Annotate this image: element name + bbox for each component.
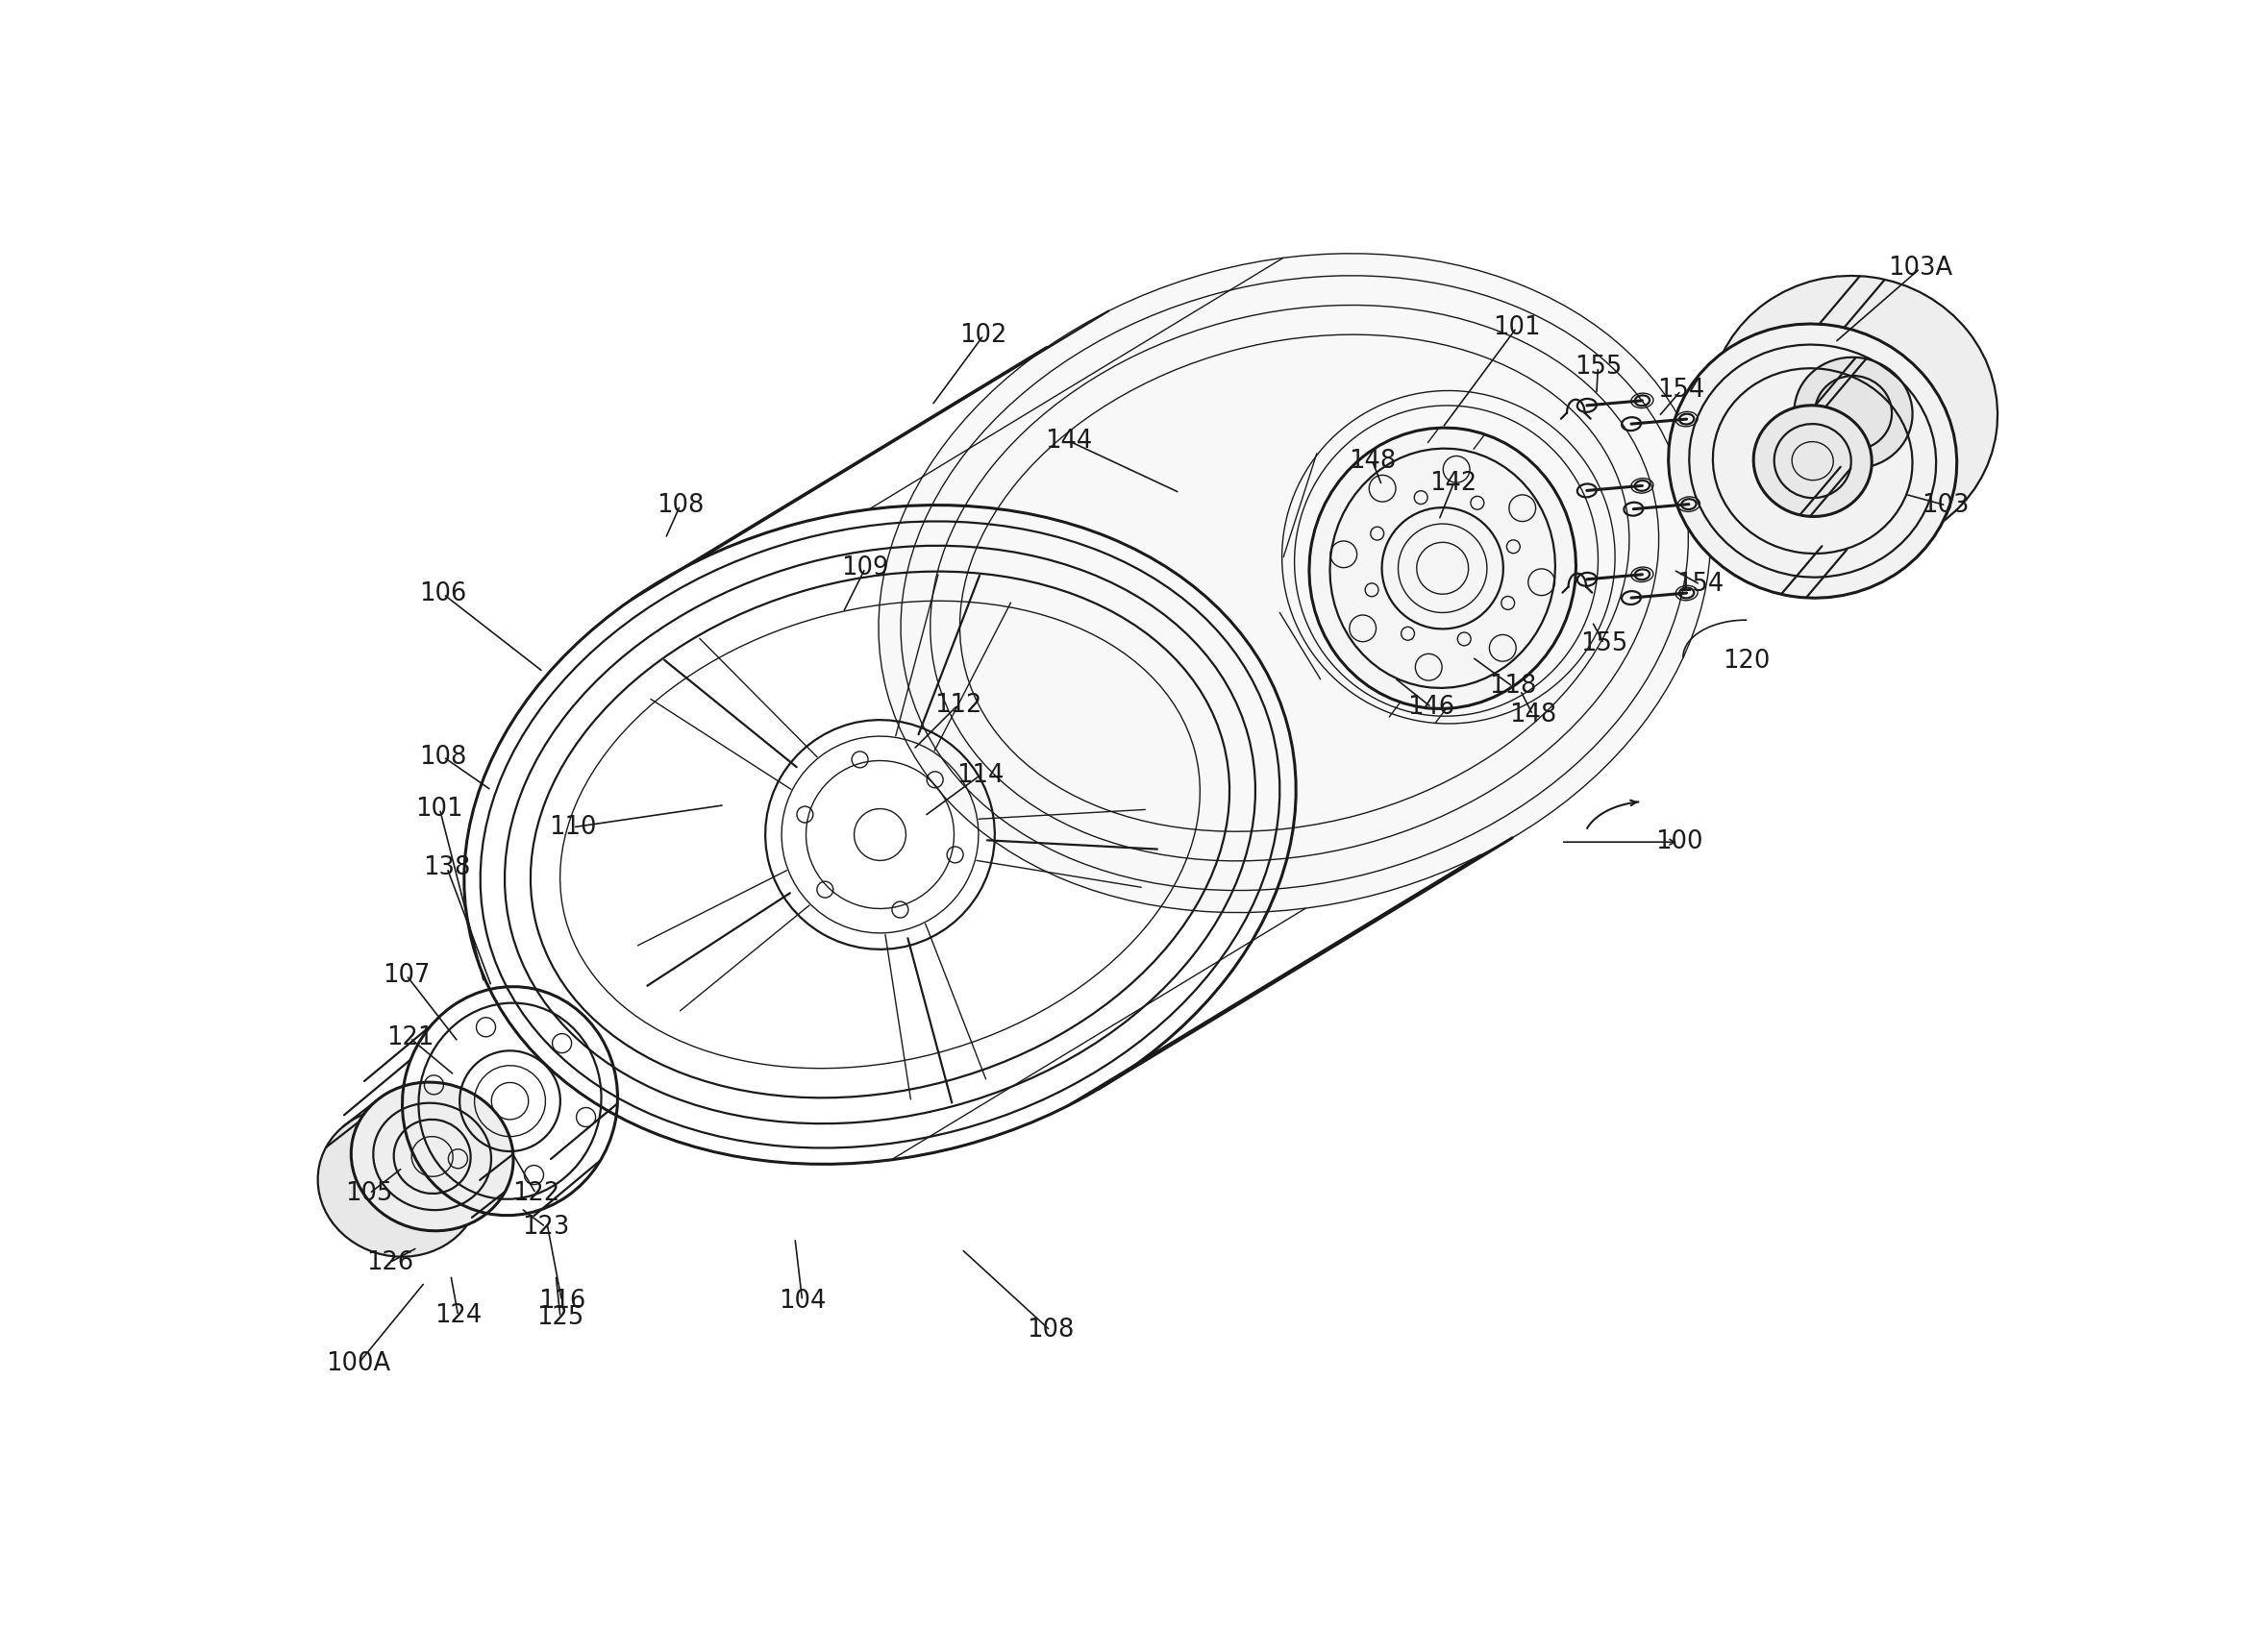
Ellipse shape	[1795, 357, 1913, 469]
Text: 110: 110	[549, 814, 596, 839]
Ellipse shape	[878, 253, 1712, 912]
Text: 103A: 103A	[1888, 256, 1953, 281]
Text: 104: 104	[779, 1289, 826, 1313]
Text: 121: 121	[386, 1026, 434, 1051]
Text: 116: 116	[537, 1289, 585, 1313]
Text: 108: 108	[420, 745, 467, 770]
Text: 101: 101	[415, 796, 463, 821]
Text: 124: 124	[434, 1303, 481, 1328]
Text: 118: 118	[1488, 674, 1538, 699]
Text: 146: 146	[1407, 695, 1454, 720]
Text: 101: 101	[1493, 316, 1540, 340]
Text: 100: 100	[1655, 829, 1703, 854]
Text: 114: 114	[955, 763, 1005, 788]
Text: 122: 122	[513, 1181, 560, 1206]
Text: 102: 102	[960, 322, 1007, 347]
Ellipse shape	[1709, 276, 1998, 550]
Text: 108: 108	[657, 492, 704, 517]
Text: 155: 155	[1581, 631, 1628, 656]
Text: 106: 106	[420, 582, 467, 606]
Ellipse shape	[318, 1108, 481, 1257]
Text: 107: 107	[382, 963, 429, 988]
Text: 155: 155	[1574, 355, 1621, 380]
Text: 105: 105	[345, 1181, 393, 1206]
Text: 125: 125	[537, 1305, 585, 1330]
Text: 112: 112	[935, 692, 982, 717]
Ellipse shape	[350, 1082, 513, 1231]
Ellipse shape	[1669, 324, 1958, 598]
Text: 138: 138	[422, 856, 470, 881]
Text: 109: 109	[842, 555, 890, 582]
Text: 148: 148	[1508, 702, 1556, 727]
Text: 148: 148	[1348, 448, 1395, 474]
Text: 103: 103	[1922, 492, 1969, 517]
Text: 100A: 100A	[325, 1351, 391, 1376]
Text: 126: 126	[366, 1251, 413, 1275]
Text: 120: 120	[1723, 648, 1770, 674]
Text: 142: 142	[1429, 471, 1477, 496]
Text: 144: 144	[1045, 428, 1093, 453]
Text: 108: 108	[1027, 1318, 1075, 1343]
Text: 154: 154	[1657, 378, 1705, 403]
Text: 123: 123	[522, 1214, 569, 1239]
Ellipse shape	[1754, 405, 1872, 517]
Text: 154: 154	[1675, 572, 1723, 596]
Ellipse shape	[1310, 428, 1576, 709]
